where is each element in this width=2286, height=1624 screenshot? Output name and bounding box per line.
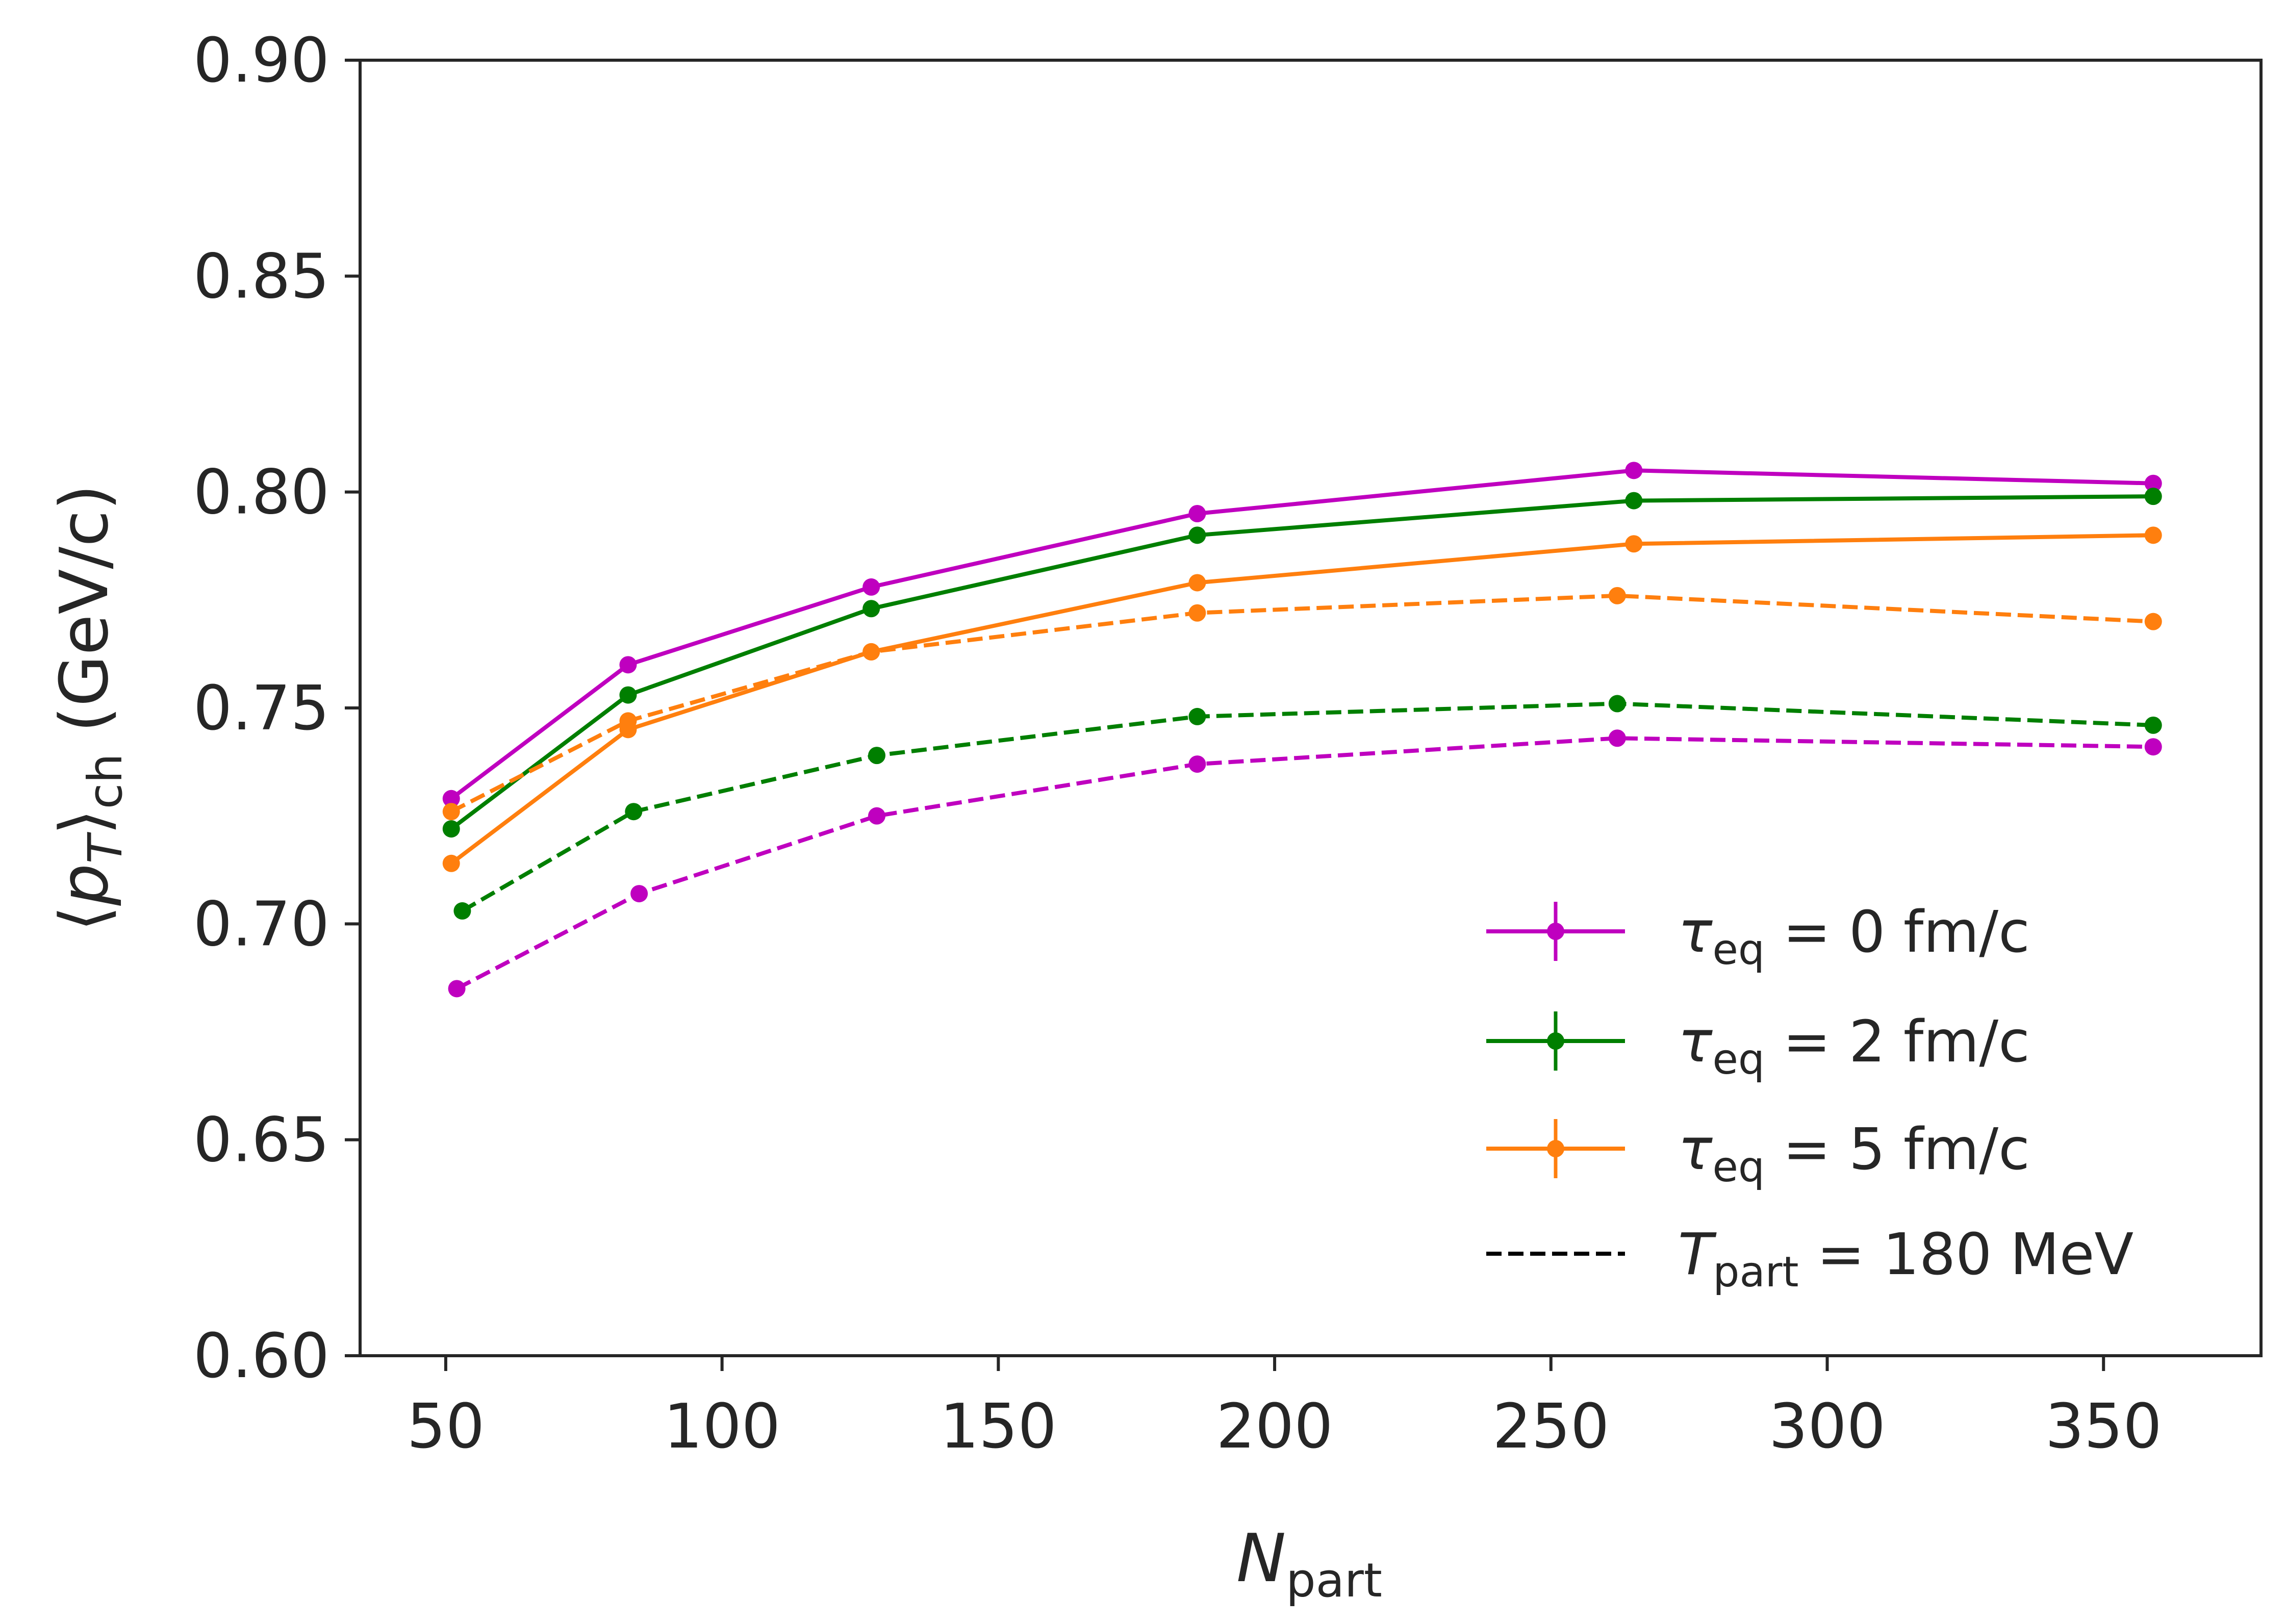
data-point	[448, 980, 466, 998]
series-line-0	[450, 468, 2153, 800]
data-point	[619, 712, 637, 730]
y-axis-title-close: ⟩	[45, 809, 123, 835]
x-tick-label: 100	[664, 1391, 780, 1462]
data-point	[1625, 462, 1643, 479]
x-axis-title: Npart	[1236, 1519, 1382, 1608]
y-axis: 0.60 0.65 0.70 0.75 0.80 0.85 0.90	[193, 26, 360, 1392]
data-point	[1625, 535, 1643, 553]
x-axis: 50 100 150 200 250 300 350	[407, 1356, 2162, 1462]
series-layer	[442, 462, 2162, 998]
legend-subscript: eq	[1712, 1143, 1765, 1191]
y-tick-label: 0.60	[193, 1321, 329, 1392]
legend-label: τeq = 2 fm/c	[1678, 1009, 2030, 1084]
y-tick-label: 0.65	[193, 1105, 329, 1176]
data-point	[2144, 716, 2162, 734]
legend-label: τeq = 0 fm/c	[1678, 899, 2030, 974]
data-point	[1625, 492, 1643, 510]
y-tick-label: 0.85	[193, 241, 329, 312]
data-point	[1608, 587, 1626, 604]
y-tick-label: 0.70	[193, 889, 329, 960]
data-point	[442, 803, 460, 821]
series-line-5	[455, 736, 2153, 991]
data-point	[2144, 613, 2162, 630]
legend-subscript: eq	[1712, 926, 1765, 974]
data-point	[1188, 604, 1206, 622]
data-point	[862, 600, 880, 618]
x-tick-label: 300	[1769, 1391, 1886, 1462]
legend-symbol: T	[1678, 1222, 1717, 1288]
y-axis-title-p: p	[45, 864, 123, 906]
series-line-4	[461, 701, 2153, 913]
y-axis-title-units: (GeV/c)	[45, 485, 123, 754]
legend-text: = 5 fm/c	[1765, 1116, 2030, 1183]
data-point	[1188, 526, 1206, 544]
data-point	[1188, 505, 1206, 522]
legend-item-0: τeq = 0 fm/c	[1486, 899, 2030, 974]
legend-label: τeq = 5 fm/c	[1678, 1116, 2030, 1191]
data-point	[442, 790, 460, 807]
y-axis-title: ⟨pT⟩ch (GeV/c)	[45, 485, 133, 932]
x-tick-label: 350	[2045, 1391, 2162, 1462]
x-axis-title-sub: part	[1286, 1553, 1382, 1608]
series-line-3	[450, 593, 2153, 814]
y-tick-label: 0.75	[193, 673, 329, 744]
legend-symbol: τ	[1678, 1009, 1713, 1075]
x-tick-label: 150	[940, 1391, 1057, 1462]
data-point	[2144, 488, 2162, 505]
y-tick-label: 0.90	[193, 26, 329, 96]
data-point	[1188, 574, 1206, 592]
data-point	[868, 747, 886, 765]
data-point	[625, 803, 643, 821]
legend-item-1: τeq = 2 fm/c	[1486, 1009, 2030, 1084]
legend-label: Tpart = 180 MeV	[1678, 1222, 2133, 1297]
legend-marker	[1547, 923, 1564, 940]
data-point	[442, 854, 460, 872]
legend-item-3: Tpart = 180 MeV	[1486, 1222, 2133, 1297]
legend-subscript: eq	[1712, 1035, 1765, 1084]
data-point	[2144, 474, 2162, 492]
data-point	[619, 656, 637, 674]
data-point	[868, 807, 886, 825]
data-point	[862, 643, 880, 661]
y-axis-title-sub: ch	[78, 753, 133, 809]
legend-symbol: τ	[1678, 899, 1713, 966]
data-point	[1188, 707, 1206, 725]
data-point	[862, 578, 880, 596]
legend-marker	[1547, 1032, 1564, 1050]
x-tick-label: 200	[1216, 1391, 1333, 1462]
series-line-1	[450, 494, 2153, 831]
series-line-2	[450, 533, 2153, 865]
legend-text: = 0 fm/c	[1765, 899, 2030, 966]
data-point	[2144, 526, 2162, 544]
x-axis-title-main: N	[1236, 1519, 1286, 1597]
data-point	[2144, 738, 2162, 756]
data-point	[1188, 755, 1206, 773]
data-point	[1608, 729, 1626, 747]
legend-item-2: τeq = 5 fm/c	[1486, 1116, 2030, 1191]
legend-marker	[1547, 1140, 1564, 1157]
legend-symbol: τ	[1678, 1116, 1713, 1183]
data-point	[619, 686, 637, 704]
x-tick-label: 250	[1492, 1391, 1609, 1462]
data-point	[1608, 695, 1626, 713]
x-tick-label: 50	[407, 1391, 485, 1462]
legend-text: = 2 fm/c	[1765, 1009, 2030, 1075]
data-point	[630, 885, 648, 903]
data-point	[453, 902, 471, 920]
y-tick-label: 0.80	[193, 458, 329, 528]
y-axis-title-open: ⟨	[45, 906, 123, 932]
legend-text: = 180 MeV	[1799, 1222, 2134, 1288]
legend-subscript: part	[1713, 1248, 1798, 1297]
y-axis-title-p-sub: T	[78, 831, 133, 864]
data-point	[442, 820, 460, 838]
